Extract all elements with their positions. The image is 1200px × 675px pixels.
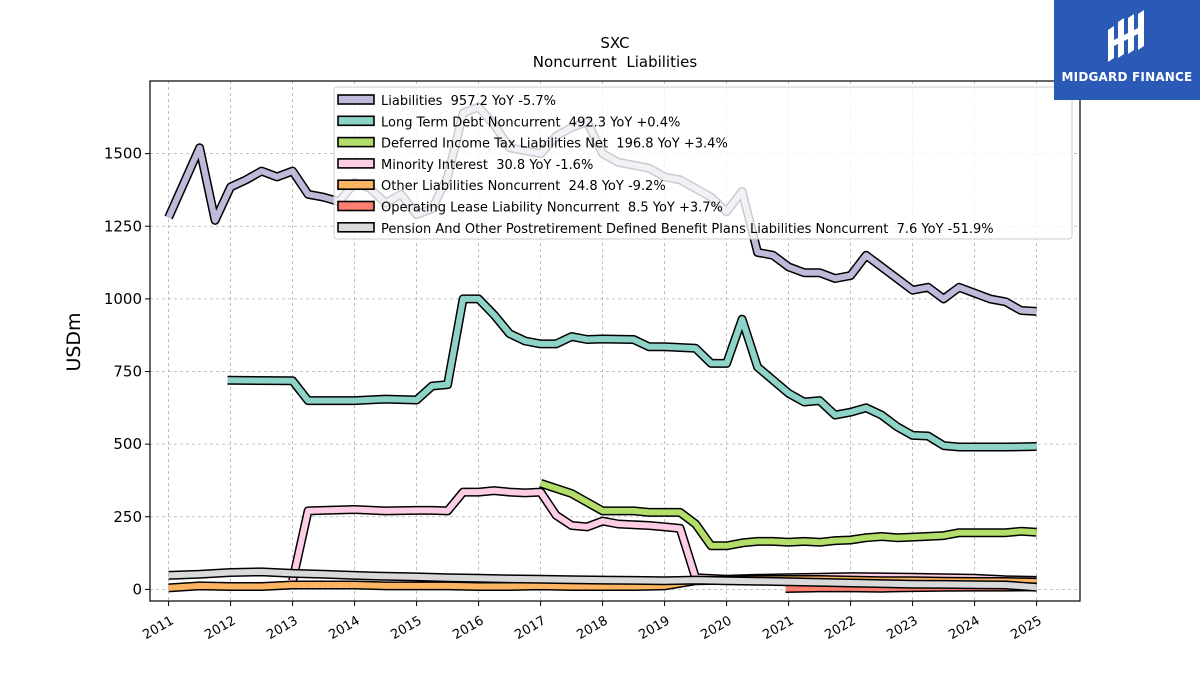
- logo-text: MIDGARD FINANCE: [1061, 70, 1193, 84]
- midgard-logo-icon: [1108, 10, 1144, 62]
- x-tick-label: 2011: [140, 613, 176, 643]
- legend-label: Pension And Other Postretirement Defined…: [381, 222, 994, 237]
- legend-label: Liabilities 957.2 YoY -5.7%: [381, 94, 556, 109]
- legend-swatch: [337, 222, 375, 233]
- legend-swatch: [337, 136, 375, 148]
- series-outline: [227, 294, 1037, 452]
- x-tick-label: 2014: [326, 613, 362, 643]
- series-line: [168, 568, 1037, 591]
- y-axis-label: USDm: [63, 312, 85, 371]
- legend-label: Other Liabilities Noncurrent 24.8 YoY -9…: [381, 179, 666, 194]
- brand-logo: MIDGARD FINANCE: [1054, 0, 1200, 100]
- x-tick-label: 2012: [202, 613, 238, 643]
- y-tick-label: 1500: [104, 145, 142, 163]
- x-tick-label: 2021: [760, 613, 796, 643]
- chart-subtitle: Noncurrent Liabilities: [533, 53, 698, 71]
- x-tick-label: 2016: [450, 613, 486, 643]
- x-tick-label: 2020: [698, 613, 734, 643]
- legend-swatch: [337, 115, 375, 127]
- x-tick-label: 2025: [1008, 613, 1044, 643]
- x-tick-label: 2015: [388, 613, 424, 643]
- x-tick-label: 2022: [822, 613, 858, 643]
- legend-swatch: [337, 94, 375, 105]
- y-tick-label: 1250: [104, 217, 142, 235]
- x-tick-label: 2024: [946, 613, 982, 643]
- legend-swatch: [337, 158, 375, 169]
- x-tick-label: 2013: [264, 613, 300, 643]
- x-tick-label: 2018: [574, 613, 610, 643]
- y-tick-label: 500: [113, 435, 142, 453]
- legend-box: [333, 86, 1073, 240]
- chart-title: SXC: [600, 34, 629, 52]
- legend-label: Deferred Income Tax Liabilities Net 196.…: [381, 137, 728, 152]
- legend-swatch: [337, 179, 375, 190]
- y-tick-label: 750: [113, 363, 142, 381]
- x-tick-label: 2019: [636, 613, 672, 643]
- series-line: [539, 480, 1037, 549]
- y-tick-label: 1000: [104, 290, 142, 308]
- x-tick-label: 2017: [512, 613, 548, 643]
- legend-label: Long Term Debt Noncurrent 492.3 YoY +0.4…: [381, 115, 680, 130]
- y-tick-label: 250: [113, 508, 142, 526]
- legend-label: Minority Interest 30.8 YoY -1.6%: [381, 158, 593, 173]
- plot-frame: [149, 80, 1081, 602]
- legend: Liabilities 957.2 YoY -5.7% Long Term Deb…: [333, 86, 1073, 240]
- legend-label: Operating Lease Liability Noncurrent 8.5…: [381, 201, 723, 216]
- y-tick-label: 0: [132, 580, 142, 598]
- legend-swatch: [337, 200, 375, 212]
- series-line: [227, 295, 1037, 450]
- x-tick-label: 2023: [884, 613, 920, 643]
